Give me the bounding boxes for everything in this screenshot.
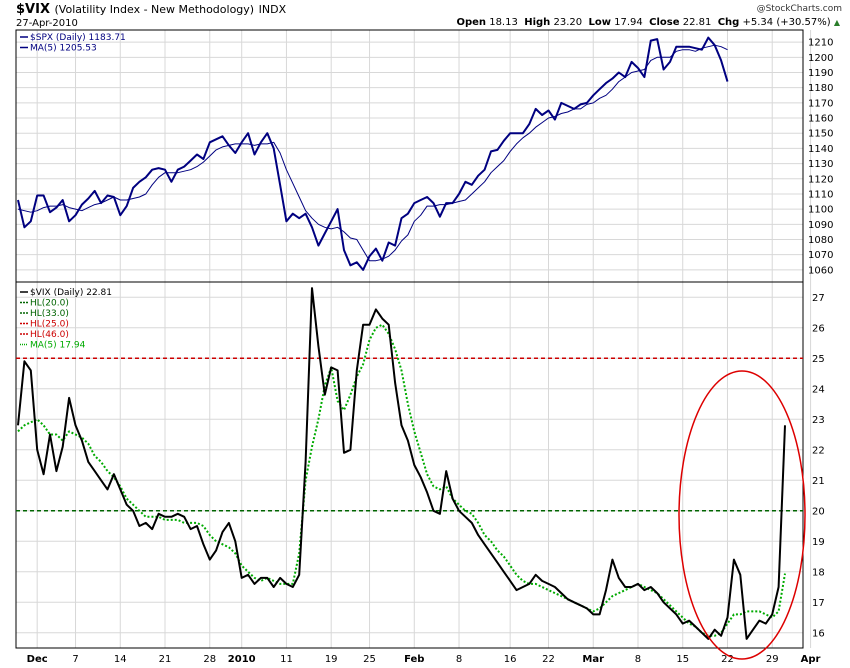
open-value: 18.13: [489, 17, 518, 28]
y-tick-label: 26: [812, 323, 825, 334]
top-panel-frame: [15, 29, 804, 283]
x-tick-label: Apr: [801, 654, 821, 665]
top-panel-series: [17, 36, 729, 271]
y-tick-label: 1110: [808, 189, 833, 200]
x-tick-label: 22: [721, 654, 734, 665]
ohlc-readout: Open 18.13 High 23.20 Low 17.94 Close 22…: [456, 17, 840, 28]
x-tick-label: 28: [203, 654, 216, 665]
y-tick-label: 1150: [808, 129, 833, 140]
x-tick-label: 7: [72, 654, 78, 665]
y-tick-label: 1130: [808, 159, 833, 170]
y-tick-label: 1170: [808, 98, 833, 109]
close-value: 22.81: [682, 17, 712, 28]
legend-label: HL(25.0): [30, 320, 69, 330]
legend-label: MA(5) 1205.53: [30, 44, 97, 54]
x-tick-label: 8: [456, 654, 462, 665]
x-tick-label: 14: [114, 654, 127, 665]
x-tick-label: 22: [542, 654, 555, 665]
legend-label: HL(46.0): [30, 330, 69, 340]
top-panel-grid: [16, 30, 812, 648]
open-label: Open: [456, 17, 487, 28]
bottom-panel-legend: $VIX (Daily) 22.81HL(20.0)HL(33.0)HL(25.…: [20, 288, 112, 351]
high-label: High: [524, 17, 551, 28]
subtitle: (Volatility Index - New Methodology): [54, 3, 255, 16]
low-value: 17.94: [614, 17, 643, 28]
bottom-panel-grid: [16, 296, 803, 634]
x-tick-label: Dec: [27, 654, 48, 665]
bottom-panel-y-axis: 16 17 18 19 20 21 22 23 24 25 26 27: [812, 293, 825, 640]
y-tick-label: 1140: [808, 144, 833, 155]
y-tick-label: 1120: [808, 174, 833, 185]
x-tick-label: Feb: [404, 654, 424, 665]
y-tick-label: 16: [812, 628, 825, 639]
series-line: [17, 36, 729, 271]
x-axis: Dec 7 14 21 28 2010 11 19 25 Feb 8 16 22 Mar 8 15 22 29 Ap…: [27, 654, 821, 665]
y-tick-label: 1180: [808, 83, 833, 94]
brand-watermark: @StockCharts.com: [756, 4, 842, 14]
highlight-ellipse: [678, 370, 806, 660]
y-tick-label: 21: [812, 476, 825, 487]
y-tick-label: 18: [812, 567, 825, 578]
exchange: INDX: [258, 3, 287, 16]
chart-date: 27-Apr-2010: [16, 18, 78, 29]
y-tick-label: 20: [812, 506, 825, 517]
x-tick-label: 25: [363, 654, 376, 665]
x-tick-label: 2010: [228, 654, 256, 665]
chg-value: +5.34 (+30.57%): [742, 17, 831, 28]
low-label: Low: [588, 17, 611, 28]
y-tick-label: 23: [812, 415, 825, 426]
series-line: [17, 287, 786, 640]
y-tick-label: 27: [812, 293, 825, 304]
legend-label: HL(33.0): [30, 309, 69, 319]
y-tick-label: 1060: [808, 265, 833, 276]
legend-label: $SPX (Daily) 1183.71: [30, 33, 126, 43]
series-line: [17, 44, 728, 262]
bottom-panel-series: [16, 287, 803, 640]
y-tick-label: 25: [812, 354, 825, 365]
y-tick-label: 1160: [808, 114, 833, 125]
chg-label: Chg: [717, 17, 740, 28]
close-label: Close: [649, 17, 680, 28]
symbol: $VIX: [16, 2, 50, 17]
bottom-panel-frame: [15, 281, 804, 649]
x-tick-label: Mar: [582, 654, 604, 665]
y-tick-label: 22: [812, 445, 825, 456]
y-tick-label: 24: [812, 384, 825, 395]
legend-label: $VIX (Daily) 22.81: [30, 288, 112, 298]
x-tick-label: 29: [766, 654, 779, 665]
high-value: 23.20: [553, 17, 583, 28]
y-tick-label: 1100: [808, 205, 833, 216]
legend-label: MA(5) 17.94: [30, 341, 86, 351]
y-tick-label: 19: [812, 537, 825, 548]
x-tick-label: 16: [504, 654, 517, 665]
y-tick-label: 1200: [808, 53, 833, 64]
y-tick-label: 1190: [808, 68, 833, 79]
x-tick-label: 8: [635, 654, 641, 665]
y-tick-label: 1070: [808, 250, 833, 261]
series-line: [17, 323, 786, 637]
y-tick-label: 1090: [808, 220, 833, 231]
x-tick-label: 19: [325, 654, 338, 665]
legend-label: HL(20.0): [30, 299, 69, 309]
y-tick-label: 17: [812, 598, 825, 609]
x-tick-label: 15: [676, 654, 689, 665]
y-tick-label: 1080: [808, 235, 833, 246]
top-panel-y-axis: 1060 1070 1080 1090 1100 1110 1120 1130 1140 1150…: [808, 38, 833, 277]
chart-title: $VIX (Volatility Index - New Methodology…: [16, 2, 286, 17]
x-tick-label: 11: [280, 654, 293, 665]
x-tick-label: 21: [159, 654, 172, 665]
y-tick-label: 1210: [808, 38, 833, 49]
chg-arrow-icon: ▲: [833, 18, 840, 27]
